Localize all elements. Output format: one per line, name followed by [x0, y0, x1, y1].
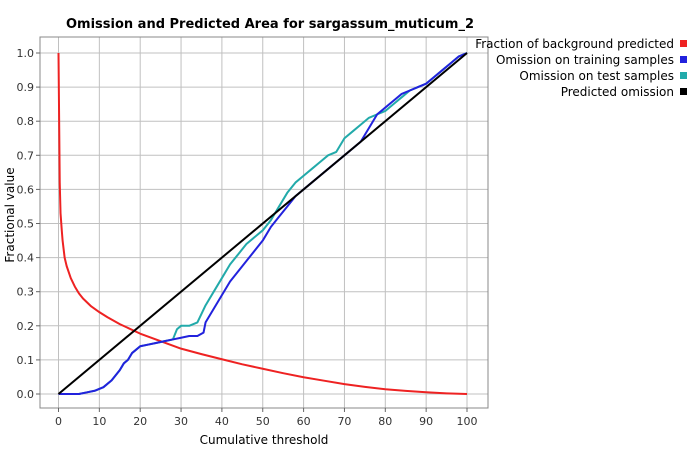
x-tick-label: 50: [256, 415, 270, 428]
x-tick-label: 100: [457, 415, 478, 428]
x-tick-label: 10: [92, 415, 106, 428]
y-tick-label: 0.4: [17, 252, 35, 265]
x-tick-label: 30: [174, 415, 188, 428]
x-tick-label: 0: [55, 415, 62, 428]
x-axis-label: Cumulative threshold: [200, 433, 329, 447]
legend: Fraction of background predicted Omission…: [475, 37, 687, 99]
plot-area: 0 10 20 30 40 50 60 70 80 90 100 0.0 0.1 0.2 0.3 0.4 0.5…: [17, 36, 489, 428]
x-tick-label: 60: [297, 415, 311, 428]
y-tick-label: 0.3: [17, 286, 35, 299]
legend-swatch-omission-on-test-samples: [680, 72, 687, 79]
y-tick-label: 0.6: [17, 183, 35, 196]
x-tick-label: 90: [419, 415, 433, 428]
y-tick-label: 0.5: [17, 218, 35, 231]
legend-label-predicted-omission: Predicted omission: [561, 85, 674, 99]
x-tick-label: 80: [378, 415, 392, 428]
y-tick-label: 0.2: [17, 320, 35, 333]
y-tick-label: 0.8: [17, 115, 35, 128]
legend-label-omission-on-test-samples: Omission on test samples: [519, 69, 674, 83]
legend-swatch-predicted-omission: [680, 88, 687, 95]
y-tick-label: 0.0: [17, 388, 35, 401]
legend-label-omission-on-training-samples: Omission on training samples: [496, 53, 674, 67]
y-tick-label: 0.9: [17, 81, 35, 94]
series-line-omission-on-training-samples: [58, 52, 468, 395]
x-tick-label: 70: [337, 415, 351, 428]
series-line-predicted-omission: [57, 52, 468, 395]
legend-swatch-fraction-of-background-predicted: [680, 40, 687, 47]
y-axis-label: Fractional value: [3, 167, 17, 262]
legend-swatch-omission-on-training-samples: [680, 56, 687, 63]
plot-frame: [39, 36, 489, 409]
y-tick-label: 0.7: [17, 149, 35, 162]
chart-title: Omission and Predicted Area for sargassu…: [66, 17, 474, 32]
y-tick-label: 0.1: [17, 354, 35, 367]
legend-label-fraction-of-background-predicted: Fraction of background predicted: [475, 37, 674, 51]
x-tick-label: 20: [133, 415, 147, 428]
y-tick-label: 1.0: [17, 47, 35, 60]
series-line-fraction-of-background-predicted: [57, 52, 468, 395]
x-tick-label: 40: [215, 415, 229, 428]
